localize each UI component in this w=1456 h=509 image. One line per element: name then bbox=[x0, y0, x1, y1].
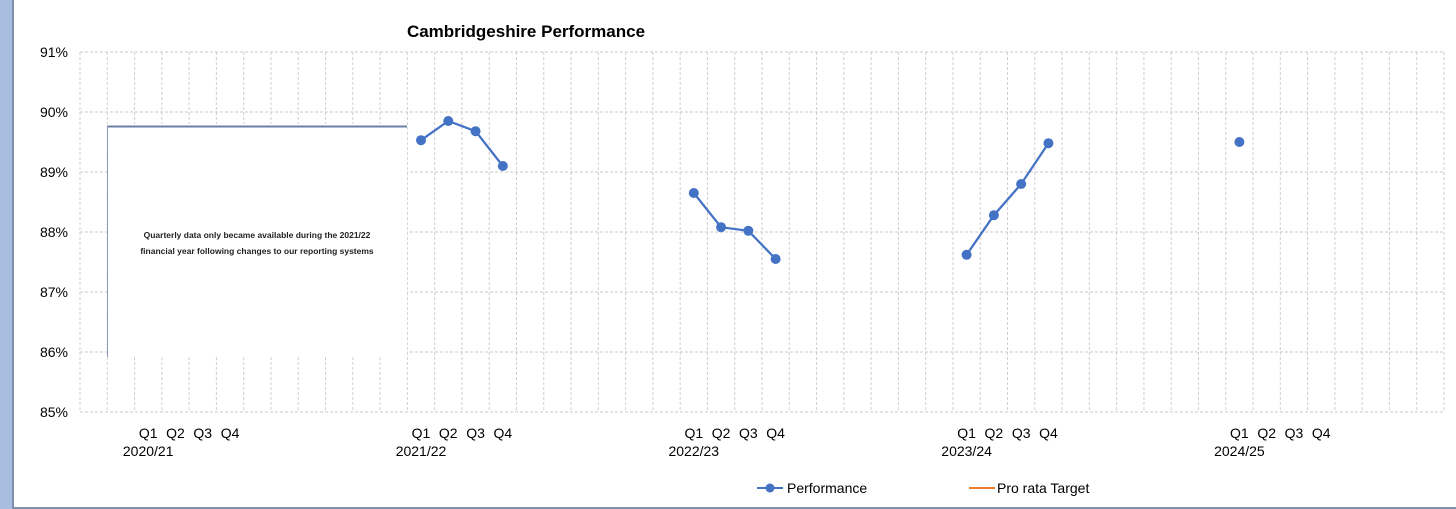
chart-canvas: Cambridgeshire Performance 85%86%87%88%8… bbox=[40, 22, 1445, 496]
legend-performance-marker bbox=[765, 483, 775, 493]
x-tick-quarter: Q4 bbox=[221, 425, 240, 441]
data-point bbox=[961, 249, 972, 260]
x-tick-quarter: Q3 bbox=[1012, 425, 1031, 441]
y-tick-label: 90% bbox=[40, 104, 68, 120]
series-line-0 bbox=[420, 119, 504, 167]
x-tick-quarter: Q3 bbox=[1285, 425, 1304, 441]
data-point bbox=[497, 161, 508, 171]
x-tick-quarter: Q3 bbox=[466, 425, 485, 441]
x-tick-quarter: Q2 bbox=[439, 425, 458, 441]
y-tick-label: 88% bbox=[40, 224, 68, 240]
data-point bbox=[1016, 179, 1027, 189]
data-point bbox=[1043, 138, 1054, 149]
y-tick-label: 91% bbox=[40, 44, 68, 60]
chart-frame: Cambridgeshire Performance 85% 86% 87% 88% 8… bbox=[12, 0, 1456, 509]
x-tick-quarter: Q2 bbox=[166, 425, 185, 441]
data-point bbox=[770, 254, 781, 264]
legend-target-label: Pro rata Target bbox=[997, 480, 1089, 496]
x-tick-year: 2021/22 bbox=[396, 443, 447, 459]
data-point bbox=[443, 116, 454, 126]
x-tick-quarter: Q3 bbox=[739, 425, 758, 441]
data-point bbox=[470, 126, 481, 137]
x-tick-year: 2023/24 bbox=[941, 443, 992, 459]
y-tick-label: 87% bbox=[40, 284, 68, 300]
data-point bbox=[1234, 137, 1245, 147]
annotation-text-line-1: Quarterly data only became available dur… bbox=[144, 230, 371, 240]
x-tick-quarter: Q4 bbox=[1039, 425, 1058, 441]
annotation-box: Quarterly data only became available dur… bbox=[107, 124, 407, 357]
x-tick-quarter: Q1 bbox=[412, 425, 431, 441]
x-tick-quarter: Q1 bbox=[139, 425, 158, 441]
data-point bbox=[988, 210, 999, 221]
y-tick-label: 86% bbox=[40, 344, 68, 360]
legend-performance-label: Performance bbox=[787, 480, 867, 496]
x-tick-quarter: Q1 bbox=[1230, 425, 1249, 441]
x-tick-year: 2020/21 bbox=[123, 443, 174, 459]
x-tick-quarter: Q4 bbox=[493, 425, 512, 441]
x-tick-quarter: Q3 bbox=[193, 425, 212, 441]
series-line-0 bbox=[692, 192, 777, 260]
x-tick-quarter: Q1 bbox=[957, 425, 976, 441]
x-tick-quarter: Q1 bbox=[684, 425, 703, 441]
x-axis-ticks: Q1 Q2 Q3 Q4 2020/21 Q1 Q2 Q3 Q4 2021/22 Q1 Q2 Q3 Q4 20… bbox=[123, 425, 1331, 459]
series-line-0 bbox=[965, 142, 1050, 256]
annotation-text-line-2: financial year following changes to our … bbox=[140, 246, 374, 256]
x-tick-year: 2022/23 bbox=[668, 443, 719, 459]
data-point bbox=[416, 135, 426, 146]
data-point bbox=[688, 188, 699, 198]
y-axis-ticks: 85% 86% 87% 88% 89% 90% 91% bbox=[40, 44, 68, 420]
x-tick-quarter: Q2 bbox=[1257, 425, 1276, 441]
chart-title: Cambridgeshire Performance bbox=[407, 22, 645, 41]
data-point bbox=[743, 225, 754, 236]
annotation-background bbox=[107, 124, 407, 357]
data-point bbox=[716, 222, 727, 233]
x-tick-year: 2024/25 bbox=[1214, 443, 1265, 459]
x-tick-quarter: Q4 bbox=[1312, 425, 1331, 441]
x-tick-quarter: Q2 bbox=[712, 425, 731, 441]
x-tick-quarter: Q4 bbox=[766, 425, 785, 441]
plot-area bbox=[416, 116, 1245, 264]
x-tick-quarter: Q2 bbox=[985, 425, 1004, 441]
y-tick-label: 89% bbox=[40, 164, 68, 180]
y-tick-label: 85% bbox=[40, 404, 68, 420]
legend: Performance Pro rata Target bbox=[757, 480, 1089, 496]
